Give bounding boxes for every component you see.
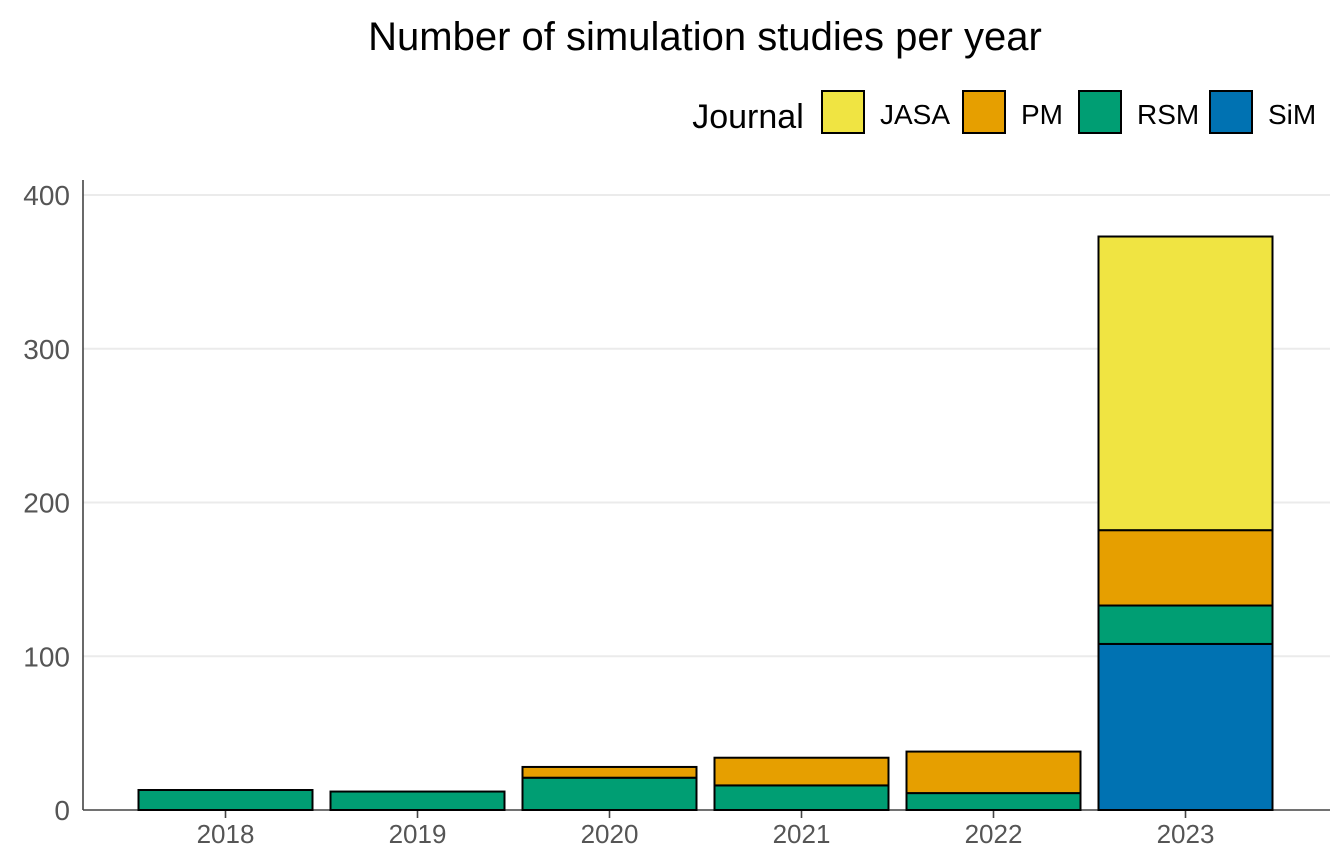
x-tick-label: 2020: [581, 819, 639, 849]
y-axis: 0 100 200 300 400: [23, 180, 84, 826]
x-tick-label: 2022: [965, 819, 1023, 849]
x-tick-label: 2018: [197, 819, 255, 849]
legend-label-rsm: RSM: [1137, 99, 1199, 130]
legend-label-sim: SiM: [1268, 99, 1316, 130]
legend-swatch-sim: [1209, 90, 1253, 134]
legend-swatch-pm: [962, 90, 1006, 134]
x-tick-label: 2021: [773, 819, 831, 849]
bar-segment-pm-2020: [521, 765, 698, 779]
x-axis: 2018 2019 2020 2021 2022 2023: [83, 809, 1330, 849]
bar-segment-jasa-2023: [1097, 235, 1274, 532]
y-tick-label: 0: [54, 795, 70, 826]
bar-segment-rsm-2022: [905, 792, 1082, 812]
bar-segment-pm-2022: [905, 750, 1082, 795]
bar-segment-rsm-2020: [521, 776, 698, 812]
legend-label-pm: PM: [1021, 99, 1063, 130]
y-tick-label: 300: [23, 334, 70, 365]
y-tick-label: 400: [23, 180, 70, 211]
x-tick-label: 2019: [389, 819, 447, 849]
legend: Journal JASA PM RSM SiM: [692, 90, 1316, 136]
x-tick-label: 2023: [1157, 819, 1215, 849]
chart-title: Number of simulation studies per year: [368, 15, 1042, 59]
bars: [137, 235, 1274, 812]
y-tick-label: 200: [23, 488, 70, 519]
bar-segment-pm-2021: [713, 756, 890, 787]
bar-segment-rsm-2021: [713, 784, 890, 812]
bar-segment-rsm-2018: [137, 789, 314, 812]
bar-segment-sim-2023: [1097, 642, 1274, 812]
bar-segment-rsm-2023: [1097, 604, 1274, 645]
legend-swatch-jasa: [821, 90, 865, 134]
legend-swatch-rsm: [1078, 90, 1122, 134]
legend-label-jasa: JASA: [880, 99, 950, 130]
legend-title: Journal: [692, 98, 804, 136]
y-tick-label: 100: [23, 641, 70, 672]
bar-segment-pm-2023: [1097, 529, 1274, 607]
bar-segment-rsm-2019: [329, 790, 506, 811]
